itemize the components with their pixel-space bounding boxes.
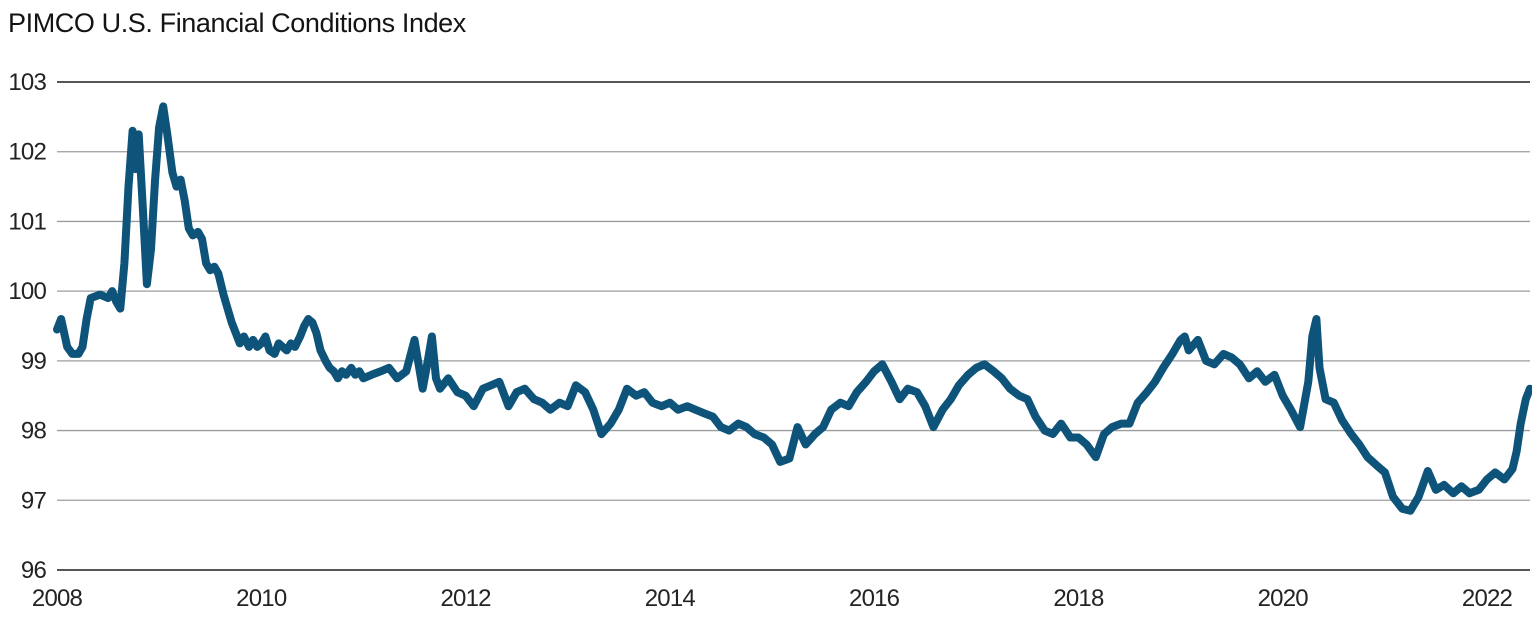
y-tick-label-102: 102 xyxy=(8,139,46,166)
x-axis-labels: 2008 2010 2012 2014 2016 2018 2020 2022 xyxy=(32,585,1513,612)
gridlines xyxy=(57,81,1530,571)
x-tick-label-2014: 2014 xyxy=(645,585,696,612)
x-tick-label-2022: 2022 xyxy=(1462,585,1513,612)
x-tick-label-2012: 2012 xyxy=(440,585,491,612)
x-tick-label-2020: 2020 xyxy=(1258,585,1309,612)
y-tick-label-97: 97 xyxy=(21,487,47,514)
y-tick-label-101: 101 xyxy=(8,208,46,235)
x-tick-label-2010: 2010 xyxy=(236,585,287,612)
x-tick-label-2016: 2016 xyxy=(849,585,900,612)
y-tick-label-99: 99 xyxy=(21,348,47,375)
y-tick-label-96: 96 xyxy=(21,557,47,584)
y-tick-label-103: 103 xyxy=(8,69,46,96)
fci-line-series xyxy=(53,102,1532,515)
y-tick-label-98: 98 xyxy=(21,418,47,445)
x-tick-label-2018: 2018 xyxy=(1053,585,1104,612)
y-tick-label-100: 100 xyxy=(8,278,46,305)
page-title: PIMCO U.S. Financial Conditions Index xyxy=(8,8,466,38)
x-tick-label-2008: 2008 xyxy=(32,585,83,612)
series-group xyxy=(53,102,1532,515)
y-axis-labels: 103 102 101 100 99 98 97 96 xyxy=(8,69,47,584)
